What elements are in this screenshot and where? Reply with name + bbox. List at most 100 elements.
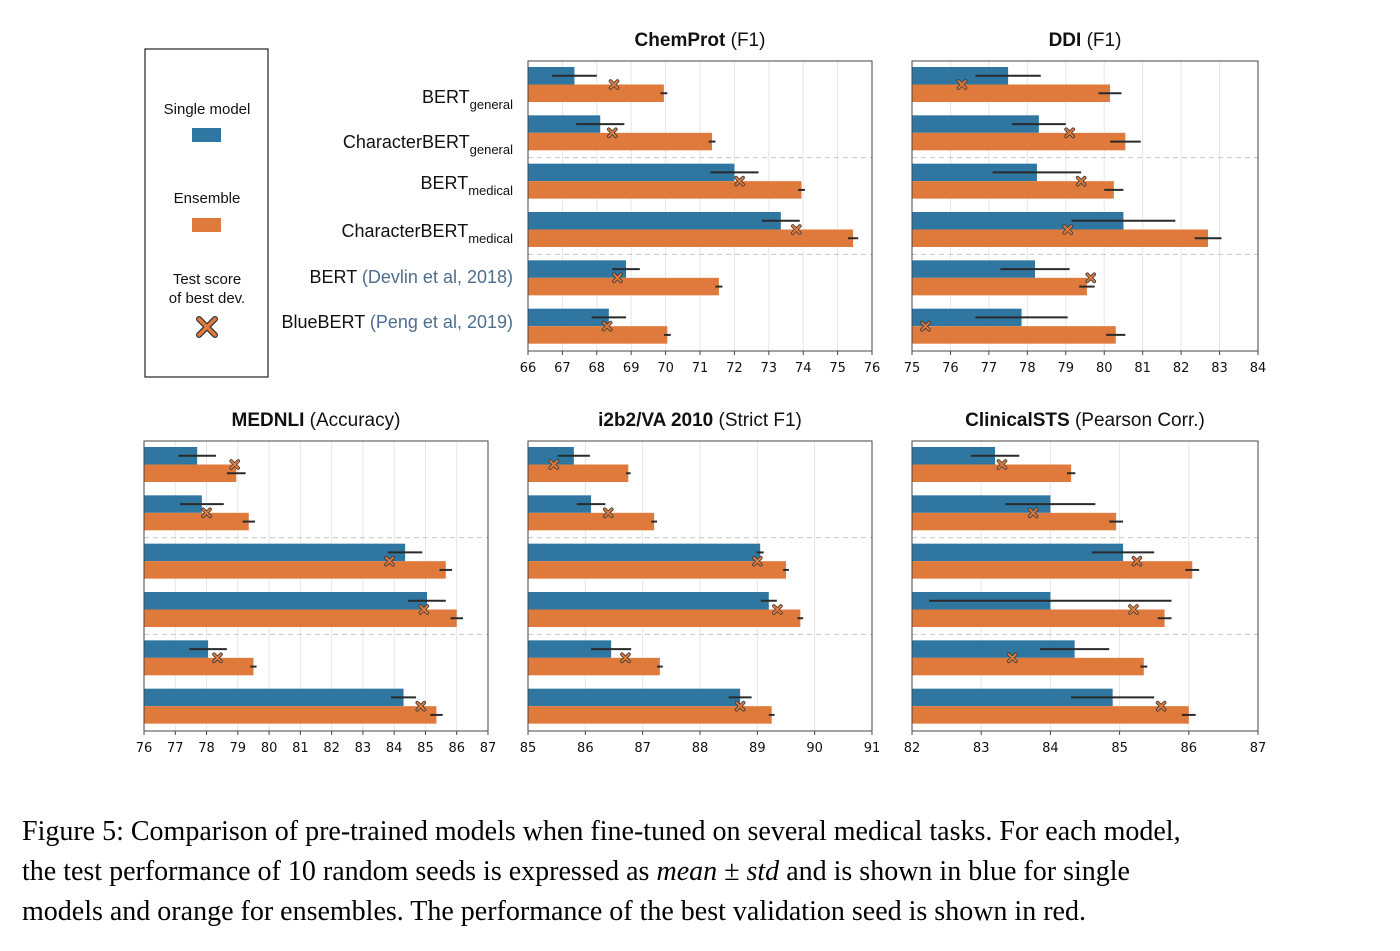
marker-fill [1156,701,1166,711]
marker-fill [202,508,212,518]
tick-label: 82 [1173,361,1190,376]
tick-label: 85 [417,741,434,756]
tick-label: 87 [480,741,497,756]
tick-label: 84 [386,741,403,756]
legend-marker-label-line1: Test score [173,271,241,288]
marker-fill [609,80,619,89]
best-dev-marker [1131,555,1143,567]
single-bar [144,447,198,465]
marker-fill [212,653,222,663]
panel-mednli: MEDNLI (Accuracy) 76 77 78 79 80 81 82 83 84 85 86… [136,410,497,756]
tick-label: 80 [1096,361,1113,376]
panel-i2b2: i2b2/VA 2010 (Strict F1) 85 86 87 88 89 90 91 [520,410,881,756]
tick-label: 75 [829,361,846,376]
single-bar [528,495,592,513]
panel-frame [911,440,1259,732]
single-bar [144,495,202,513]
tick-label: 86 [448,741,465,756]
legend-ensemble-swatch [192,218,221,232]
legend-ensemble-label: Ensemble [174,190,241,207]
single-bar [144,640,209,658]
single-bar [528,640,612,658]
marker-fill [1007,653,1017,663]
marker-fill [620,653,630,663]
ensemble-bar [528,657,660,676]
panel-chemprot: ChemProt (F1) 66 67 68 69 70 71 72 73 74 75 76 [520,30,881,376]
ensemble-bar [528,84,664,102]
ensemble-bar [912,609,1165,627]
ensemble-bar [528,229,854,247]
panel-frame [527,440,873,732]
tick-label: 81 [1134,361,1151,376]
marker-fill [602,321,612,331]
single-bar [528,212,781,230]
model-label-0: BERTgeneral [422,87,513,112]
single-bar [528,260,627,278]
tick-label: 76 [136,741,153,756]
marker-fill [607,128,617,138]
tick-label: 80 [261,741,278,756]
ensemble-bar [144,464,237,482]
marker-fill [1086,273,1096,283]
tick-label: 73 [761,361,778,376]
figure-caption: Figure 5: Comparison of pre-trained mode… [22,812,1382,932]
tick-label: 84 [1042,741,1059,756]
ensemble-bar [528,561,786,579]
ensemble-bar [912,512,1117,531]
single-bar [528,543,761,562]
best-dev-marker [772,604,783,615]
single-bar [912,640,1075,658]
single-bar [912,260,1036,278]
tick-label: 78 [1019,361,1036,376]
best-dev-marker [1064,127,1075,139]
ensemble-bar [144,609,457,627]
ensemble-bar [912,181,1114,199]
single-bar [144,543,406,562]
caption-line-2: the test performance of 10 random seeds … [22,856,1130,887]
tick-label: 86 [577,741,594,756]
single-bar [528,308,609,327]
tick-label: 84 [1250,361,1267,376]
ensemble-bar [144,512,249,531]
tick-label: 66 [520,361,537,376]
marker-fill [230,460,240,469]
tick-label: 77 [981,361,998,376]
ensemble-bar [912,326,1116,344]
marker-fill [1128,605,1138,614]
marker-fill [1065,128,1075,138]
best-dev-marker [1007,652,1018,664]
single-bar [144,592,428,610]
marker-fill [997,460,1007,469]
single-bar [528,688,741,707]
model-label-2: BERTmedical [421,173,514,198]
single-bar [912,308,1022,327]
model-label-5: BlueBERT (Peng et al, 2019) [281,312,513,332]
marker-fill [735,701,745,711]
best-dev-marker [602,507,614,519]
ensemble-bar [528,132,713,151]
marker-fill [957,80,967,89]
best-dev-marker [384,555,395,567]
marker-fill [416,701,426,711]
tick-label: 78 [198,741,215,756]
tick-label: 89 [749,741,766,756]
best-dev-marker [601,320,613,332]
ensemble-bar [912,561,1193,579]
model-label-1: CharacterBERTgeneral [343,132,513,157]
legend-marker-icon [196,316,218,338]
single-bar [528,163,735,182]
tick-label: 87 [634,741,651,756]
model-label-3: CharacterBERTmedical [341,221,513,246]
tick-label: 86 [1181,741,1198,756]
best-dev-marker [418,604,430,615]
marker-fill [772,605,782,614]
ensemble-bar [528,464,629,482]
model-label-4: BERT (Devlin et al, 2018) [310,267,513,287]
tick-label: 83 [973,741,990,756]
tick-label: 82 [323,741,340,756]
panel-title: ChemProt (F1) [635,30,766,51]
ensemble-bar [912,706,1189,724]
tick-label: 90 [806,741,823,756]
ensemble-bar [912,132,1126,151]
best-dev-marker [791,224,802,235]
